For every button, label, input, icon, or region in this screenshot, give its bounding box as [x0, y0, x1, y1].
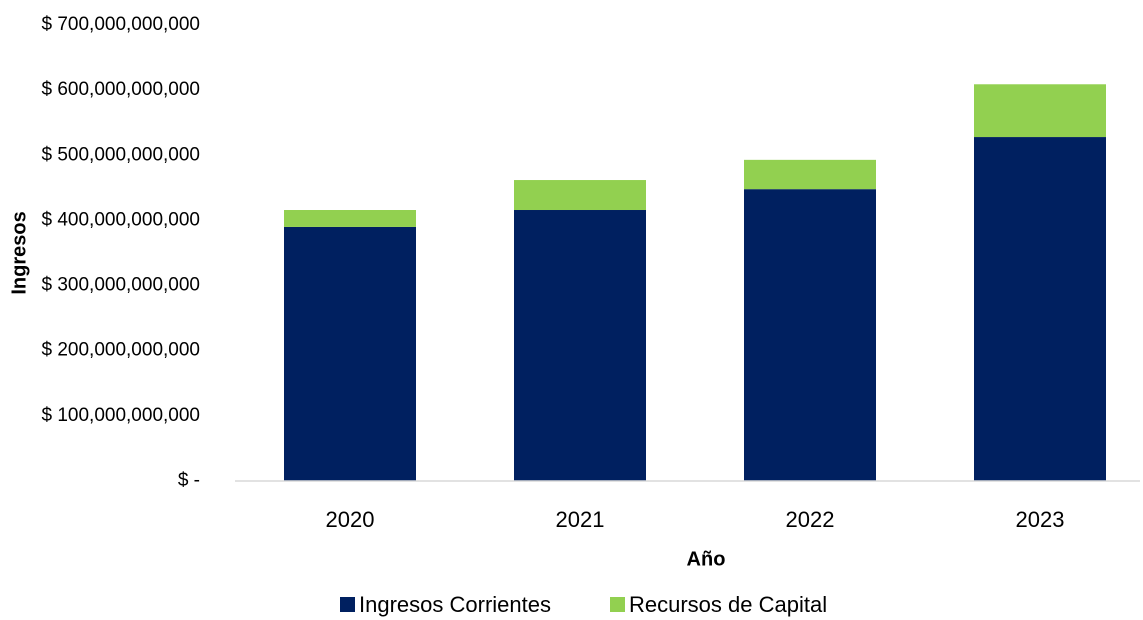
y-tick-label: $ 200,000,000,000: [42, 340, 201, 361]
bar-segment: [974, 137, 1106, 481]
x-axis-label: Año: [687, 548, 726, 570]
bar-segment: [744, 189, 876, 481]
y-axis-label: Ingresos: [8, 211, 30, 294]
y-tick-label: $ 700,000,000,000: [42, 14, 201, 35]
y-tick-label: $ 600,000,000,000: [42, 79, 201, 100]
y-tick-label: $ 300,000,000,000: [42, 275, 201, 296]
bar-segment: [744, 159, 876, 190]
x-tick-label: 2023: [1016, 507, 1065, 532]
bar-segment: [514, 210, 646, 481]
y-tick-label: $ 500,000,000,000: [42, 144, 201, 165]
legend-label: Recursos de Capital: [629, 592, 827, 617]
x-tick-label: 2022: [786, 507, 835, 532]
bar-segment: [284, 226, 416, 481]
legend-label: Ingresos Corrientes: [359, 592, 551, 617]
bar-segment: [974, 84, 1106, 138]
y-tick-label: $ -: [178, 470, 200, 491]
x-tick-label: 2021: [556, 507, 605, 532]
legend-swatch: [340, 597, 355, 612]
x-tick-label: 2020: [326, 507, 375, 532]
bar-segment: [284, 210, 416, 227]
y-tick-label: $ 100,000,000,000: [42, 405, 201, 426]
legend-swatch: [610, 597, 625, 612]
y-tick-label: $ 400,000,000,000: [42, 209, 201, 230]
bar-segment: [514, 180, 646, 211]
